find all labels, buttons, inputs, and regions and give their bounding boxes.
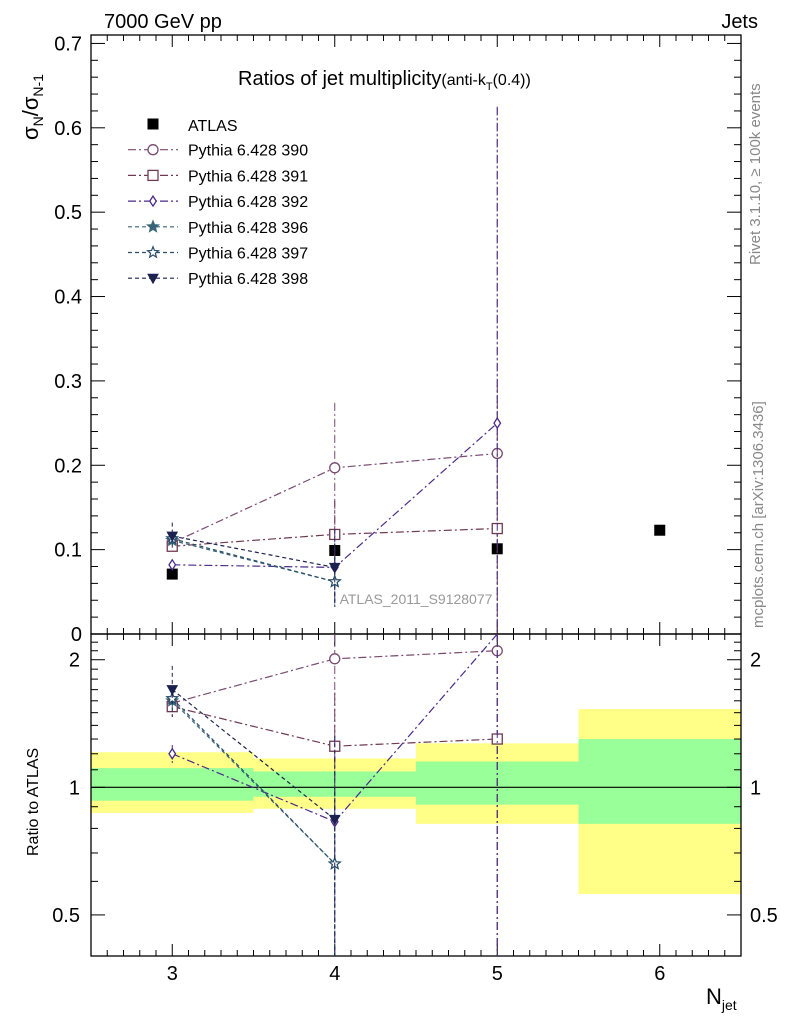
marker-star [145, 219, 161, 233]
x-tick-label: 6 [654, 963, 665, 985]
ratio-y-label: Ratio to ATLAS [25, 748, 42, 856]
ratio-bands [91, 709, 741, 895]
marker-triangle [328, 562, 341, 574]
y-tick-label: 0.3 [54, 371, 82, 393]
marker-diamond [168, 747, 177, 760]
legend-label: Pythia 6.428 391 [188, 168, 308, 185]
series-line-main [172, 538, 335, 583]
ratio-tick-label: 2 [750, 650, 761, 672]
series-5 [166, 522, 341, 956]
ratio-tick-label: 0.5 [52, 905, 80, 927]
mcplots-label: mcplots.cern.ch [arXiv:1306.3436] [750, 401, 767, 628]
marker-circle [147, 144, 159, 156]
legend-label: Pythia 6.428 396 [188, 220, 308, 237]
legend-label: Pythia 6.428 397 [188, 246, 308, 263]
x-tick-label: 4 [329, 963, 340, 985]
ratio-tick-label: 0.5 [750, 905, 778, 927]
marker-diamond [493, 416, 502, 430]
y-tick-label: 0.2 [54, 455, 82, 477]
marker-square [654, 524, 666, 536]
y-tick-label: 0.4 [54, 287, 82, 309]
main-y-label: σN/σN-1 [18, 74, 46, 140]
marker-triangle [328, 814, 341, 826]
header-right: Jets [721, 11, 758, 33]
marker-triangle [166, 531, 179, 543]
legend-label: Pythia 6.428 390 [188, 143, 308, 160]
marker-diamond [168, 558, 177, 572]
series-4 [165, 531, 342, 956]
y-tick-label: 0 [71, 624, 82, 646]
rivet-label: Rivet 3.1.10, ≥ 100k events [747, 83, 764, 265]
x-axis-label: Njet [706, 984, 737, 1013]
x-tick-label: 5 [492, 963, 503, 985]
band-green [578, 739, 741, 824]
legend-label: Pythia 6.428 398 [188, 271, 308, 288]
band-green [91, 768, 254, 801]
chart-title: Ratios of jet multiplicity(anti-kT(0.4)) [238, 68, 531, 93]
analysis-label: ATLAS_2011_S9128077 [340, 591, 493, 607]
ratio-tick-label: 1 [69, 777, 80, 799]
marker-circle [329, 462, 341, 474]
axis-ticks: 3 4 5 6 0 0.1 0.2 0.3 0.4 0.5 0.6 0.7 0.5 0.5 1 1 2 2 [52, 33, 778, 985]
marker-diamond [148, 194, 158, 208]
ratio-tick-label: 1 [750, 777, 761, 799]
y-tick-label: 0.7 [54, 33, 82, 55]
series-3 [165, 532, 342, 956]
header-left: 7000 GeV pp [104, 11, 222, 33]
y-tick-label: 0.1 [54, 540, 82, 562]
legend: ATLAS Pythia 6.428 390 Pythia 6.428 391 Pyt… [128, 118, 308, 288]
x-tick-label: 3 [167, 963, 178, 985]
legend-label: ATLAS [188, 118, 238, 135]
marker-square [147, 169, 159, 182]
series-layer [165, 106, 666, 956]
y-tick-label: 0.6 [54, 118, 82, 140]
series-line-ratio [172, 650, 498, 704]
marker-square [147, 118, 159, 130]
legend-label: Pythia 6.428 392 [188, 194, 308, 211]
series-line-ratio [171, 698, 336, 865]
y-tick-label: 0.5 [54, 202, 82, 224]
marker-triangle [147, 273, 159, 285]
marker-star [145, 245, 161, 259]
marker-circle [329, 653, 341, 665]
marker-triangle [166, 685, 179, 696]
series-line-ratio [171, 700, 336, 865]
ratio-tick-label: 2 [69, 650, 80, 672]
